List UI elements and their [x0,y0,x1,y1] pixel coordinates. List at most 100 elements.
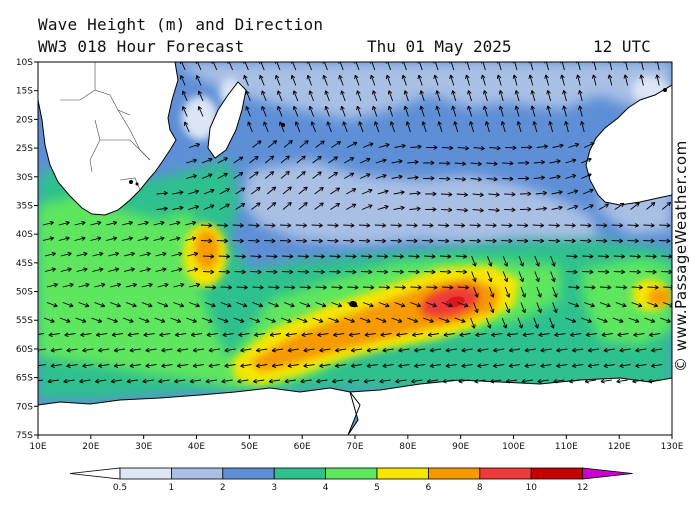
direction-arrow [659,223,671,228]
direction-arrow [469,238,481,244]
direction-arrow [313,254,325,259]
direction-arrow [326,121,332,133]
lon-label: 60E [294,442,311,452]
direction-arrow [338,62,344,71]
direction-arrow [264,155,275,164]
direction-arrow [250,254,262,259]
direction-arrow [623,74,629,86]
direction-arrow [216,238,229,244]
direction-arrow [154,317,166,323]
direction-arrow [401,62,407,71]
direction-arrow [157,302,169,308]
direction-arrow [188,189,200,195]
direction-arrow [469,121,475,133]
direction-arrow [560,74,565,86]
direction-arrow [407,159,419,165]
direction-arrow [345,269,357,275]
lat-label: 75S [16,431,33,441]
peak-wave-area [445,296,465,308]
direction-arrow [473,286,479,298]
direction-arrow [578,105,583,117]
direction-arrow [445,347,457,353]
direction-arrow [217,317,229,323]
direction-arrow [440,192,453,197]
colorbar-label: 8 [477,483,483,493]
direction-arrow [186,158,198,164]
direction-arrow [550,271,556,283]
direction-arrow [524,363,536,368]
direction-arrow [380,332,392,337]
direction-arrow [565,174,577,179]
direction-arrow [504,207,516,213]
direction-arrow [472,207,484,213]
direction-arrow [362,142,374,148]
direction-arrow [366,363,378,368]
direction-arrow [125,302,137,308]
direction-arrow [607,62,613,71]
direction-arrow [627,238,639,244]
direction-arrow [651,363,663,368]
direction-arrow [331,302,343,308]
direction-arrow [177,347,189,353]
colorbar-segment [119,467,172,480]
direction-arrow [508,347,521,353]
high-wave-areas [38,195,672,388]
direction-arrow [633,332,645,337]
direction-arrow [584,378,597,384]
colorbar-segment [479,467,532,480]
direction-arrow [548,238,560,244]
direction-arrow [370,62,376,71]
lon-label: 130E [661,442,684,452]
direction-arrow [96,332,108,337]
direction-arrow [491,332,503,337]
direction-arrow [359,157,371,164]
direction-arrow [224,347,236,353]
direction-arrow [393,190,405,195]
lat-label: 55S [16,316,33,326]
direction-arrow [521,378,533,384]
direction-arrow [427,332,440,337]
map-field [38,62,672,435]
direction-arrow [501,238,513,244]
direction-arrow [308,105,315,117]
lon-label: 110E [555,442,578,452]
forecast-date: Thu 01 May 2025 [367,37,512,56]
direction-arrow [91,317,103,323]
colorbar-segment [273,467,327,480]
direction-arrow [110,378,123,384]
direction-arrow [296,155,306,164]
direction-arrow [536,302,542,314]
direction-arrow [473,145,485,151]
direction-arrow [422,223,434,228]
direction-arrow [414,347,426,353]
direction-arrow [280,317,292,323]
direction-arrow [429,363,442,368]
direction-arrow [552,286,558,298]
direction-arrow [208,347,220,353]
direction-arrow [560,62,565,71]
direction-arrow [392,269,404,275]
direction-arrow [79,378,91,384]
direction-arrow [287,347,299,353]
direction-arrow [520,302,526,314]
direction-arrow [185,220,197,226]
direction-arrow [435,105,441,117]
direction-arrow [211,62,218,71]
direction-arrow [392,254,404,259]
direction-arrow [315,285,327,290]
lon-label: 20E [82,442,99,452]
direction-arrow [454,176,467,182]
direction-arrow [283,285,296,290]
direction-arrow [647,302,659,308]
lat-label: 10S [16,58,33,68]
direction-arrow [285,332,297,337]
direction-arrow [90,236,102,241]
direction-arrow [137,220,149,226]
lon-label: 100E [502,442,525,452]
direction-arrow [477,363,489,368]
direction-arrow [250,269,262,275]
direction-arrow [536,144,548,149]
direction-arrow [221,378,233,384]
direction-arrow [655,74,660,86]
